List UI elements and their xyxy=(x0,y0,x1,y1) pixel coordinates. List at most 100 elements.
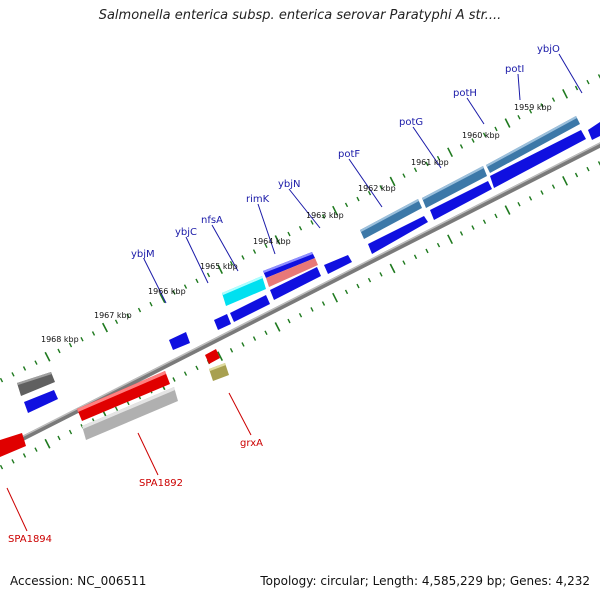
minor-tick xyxy=(34,447,38,452)
scale-labels: 1959 kbp 1960 kbp 1961 kbp 1962 kbp 1963… xyxy=(41,103,552,344)
minor-tick xyxy=(402,173,406,178)
gene-label-SPA1894[interactable]: SPA1894 xyxy=(8,534,52,545)
gene-SPA1892-feature[interactable] xyxy=(77,371,170,421)
major-tick xyxy=(44,351,51,362)
minor-tick xyxy=(482,132,487,138)
gene-feature-blue[interactable] xyxy=(24,390,58,413)
minor-tick xyxy=(264,243,268,249)
minor-tick xyxy=(344,202,349,208)
minor-tick xyxy=(436,155,441,161)
gene-SPA1894-feature[interactable] xyxy=(0,433,26,457)
minor-tick xyxy=(402,260,406,265)
minor-tick xyxy=(80,336,84,342)
minor-tick xyxy=(574,172,579,178)
minor-tick xyxy=(356,196,360,202)
minor-tick xyxy=(540,190,544,195)
minor-tick xyxy=(586,79,590,85)
gene-ybjO-feature[interactable] xyxy=(588,122,600,140)
minor-tick xyxy=(241,342,245,347)
minor-tick xyxy=(91,331,96,336)
minor-tick xyxy=(459,231,464,236)
gene-labels-top: ybjO potI potH potG potF ybjN rimK nfsA … xyxy=(131,44,560,260)
scale-label-1960: 1960 kbp xyxy=(462,131,500,140)
major-tick xyxy=(389,263,396,274)
minor-tick xyxy=(471,225,475,230)
gene-SPA1892-gray-feature[interactable] xyxy=(82,387,178,440)
scale-label-1961: 1961 kbp xyxy=(411,158,449,167)
gene-feature-blue[interactable] xyxy=(490,130,586,188)
major-tick xyxy=(332,292,339,303)
minor-tick xyxy=(68,342,73,348)
gene-feature-blue[interactable] xyxy=(169,332,190,350)
scale-label-1962: 1962 kbp xyxy=(358,184,396,193)
gene-feature-olive[interactable] xyxy=(209,363,229,381)
gene-label-potI[interactable]: potI xyxy=(505,64,524,75)
gene-potH-feature[interactable] xyxy=(486,116,580,173)
gene-feature-blue[interactable] xyxy=(270,267,321,300)
minor-tick xyxy=(11,459,15,464)
gene-feature-gray[interactable] xyxy=(17,372,55,396)
gene-label-potH[interactable]: potH xyxy=(453,88,477,99)
gene-feature-blue[interactable] xyxy=(324,255,352,274)
major-tick xyxy=(332,205,339,216)
minor-tick xyxy=(425,161,429,167)
gene-label-ybjO[interactable]: ybjO xyxy=(537,44,560,55)
minor-tick xyxy=(517,201,521,207)
gene-feature-blue[interactable] xyxy=(368,216,428,254)
gene-nfsA-feature[interactable] xyxy=(222,276,266,306)
genome-backbone-highlight xyxy=(0,142,600,449)
major-tick xyxy=(159,293,166,304)
major-tick xyxy=(44,438,51,449)
minor-tick xyxy=(241,255,245,260)
gene-label-SPA1892[interactable]: SPA1892 xyxy=(139,478,183,489)
outer-tick-track xyxy=(0,74,600,383)
minor-tick xyxy=(172,290,176,295)
major-tick xyxy=(504,118,511,128)
minor-tick xyxy=(229,260,234,266)
gene-label-ybjM[interactable]: ybjM xyxy=(131,249,155,260)
gene-grxA-feature[interactable] xyxy=(205,349,220,364)
gene-feature-blue[interactable] xyxy=(430,181,492,220)
minor-tick xyxy=(551,97,556,102)
bottom-label-leaders xyxy=(6,392,252,532)
gene-rimK-feature[interactable] xyxy=(263,252,318,287)
minor-tick xyxy=(22,366,27,371)
minor-tick xyxy=(183,371,188,376)
genome-summary-text: Topology: circular; Length: 4,585,229 bp… xyxy=(260,574,590,588)
gene-label-potG[interactable]: potG xyxy=(399,117,423,128)
gene-label-nfsA[interactable]: nfsA xyxy=(201,215,223,226)
gene-potG-feature[interactable] xyxy=(422,166,487,208)
minor-tick xyxy=(517,114,521,120)
minor-tick xyxy=(298,312,303,318)
minor-tick xyxy=(482,219,487,225)
map-title: Salmonella enterica subsp. enterica sero… xyxy=(98,8,502,23)
minor-tick xyxy=(126,313,130,319)
minor-tick xyxy=(367,277,372,283)
minor-tick xyxy=(172,377,176,382)
gene-label-rimK[interactable]: rimK xyxy=(246,194,270,205)
minor-tick xyxy=(310,220,314,225)
minor-tick xyxy=(540,103,544,108)
scale-label-1967: 1967 kbp xyxy=(94,311,132,320)
major-tick xyxy=(274,235,281,245)
scale-label-1968: 1968 kbp xyxy=(41,335,79,344)
scale-label-1966: 1966 kbp xyxy=(148,287,186,296)
minor-tick xyxy=(425,248,429,254)
minor-tick xyxy=(34,360,38,365)
gene-label-potF[interactable]: potF xyxy=(338,149,360,160)
minor-tick xyxy=(413,254,418,260)
minor-tick xyxy=(298,225,303,231)
minor-tick xyxy=(195,278,199,284)
gene-feature-blue[interactable] xyxy=(230,295,270,322)
gene-label-grxA[interactable]: grxA xyxy=(240,438,263,449)
gene-potF-feature[interactable] xyxy=(360,199,422,239)
minor-tick xyxy=(436,242,441,248)
top-label-leaders xyxy=(143,53,583,304)
minor-tick xyxy=(22,453,27,458)
gene-label-ybjN[interactable]: ybjN xyxy=(278,179,301,190)
minor-tick xyxy=(494,126,498,132)
gene-feature-blue[interactable] xyxy=(214,314,231,330)
gene-label-ybjC[interactable]: ybjC xyxy=(175,227,197,238)
minor-tick xyxy=(574,85,579,91)
major-tick xyxy=(447,234,454,245)
